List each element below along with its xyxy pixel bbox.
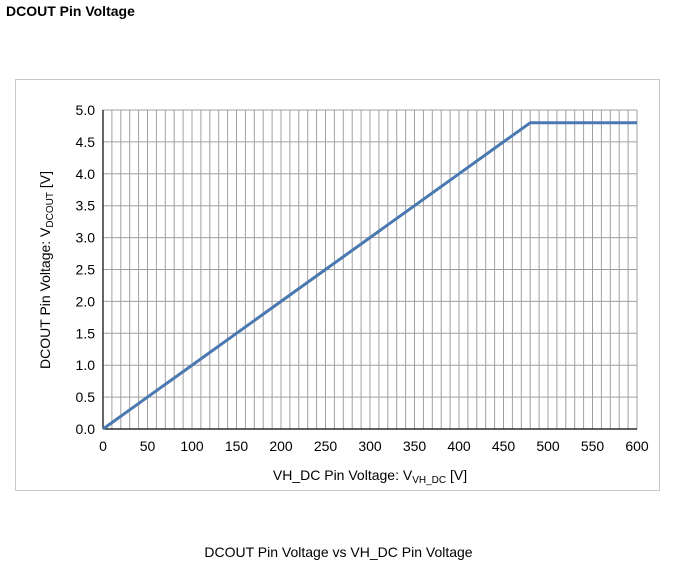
- x-tick-label: 150: [225, 438, 249, 454]
- x-tick-label: 350: [403, 438, 427, 454]
- x-tick-label: 600: [625, 438, 649, 454]
- y-tick-label: 3.5: [76, 198, 96, 214]
- y-tick-label: 1.0: [76, 357, 96, 373]
- x-tick-label: 100: [180, 438, 204, 454]
- chart-caption: DCOUT Pin Voltage vs VH_DC Pin Voltage: [204, 544, 473, 560]
- page-title: DCOUT Pin Voltage: [6, 3, 135, 19]
- x-tick-label: 450: [492, 438, 516, 454]
- y-tick-label: 2.5: [76, 262, 96, 278]
- axes: [102, 110, 637, 430]
- x-tick-label: 50: [140, 438, 156, 454]
- y-tick-label: 1.5: [76, 325, 96, 341]
- x-tick-label: 200: [269, 438, 293, 454]
- y-tick-label: 4.5: [76, 134, 96, 150]
- y-tick-label: 2.0: [76, 293, 96, 309]
- series: [102, 121, 637, 431]
- x-tick-label: 250: [314, 438, 338, 454]
- y-tick-label: 0.5: [76, 389, 96, 405]
- x-tick-label: 400: [447, 438, 471, 454]
- y-tick-label: 5.0: [76, 102, 96, 118]
- y-tick-label: 3.0: [76, 230, 96, 246]
- x-axis-title: VH_DC Pin Voltage: VVH_DC [V]: [273, 467, 467, 486]
- x-tick-label: 0: [99, 438, 107, 454]
- series-line: [102, 121, 637, 431]
- tick-labels: 0 50 100 150 200 250 300 350 400 450 500 550 600 0.0 0…: [76, 102, 649, 454]
- x-tick-label: 550: [581, 438, 605, 454]
- x-tick-label: 300: [358, 438, 382, 454]
- chart-frame: [15, 79, 660, 491]
- y-axis-title: DCOUT Pin Voltage: VDCOUT [V]: [37, 171, 56, 369]
- x-tick-label: 500: [536, 438, 560, 454]
- y-tick-label: 4.0: [76, 166, 96, 182]
- y-tick-label: 0.0: [76, 421, 96, 437]
- grid: [102, 109, 638, 430]
